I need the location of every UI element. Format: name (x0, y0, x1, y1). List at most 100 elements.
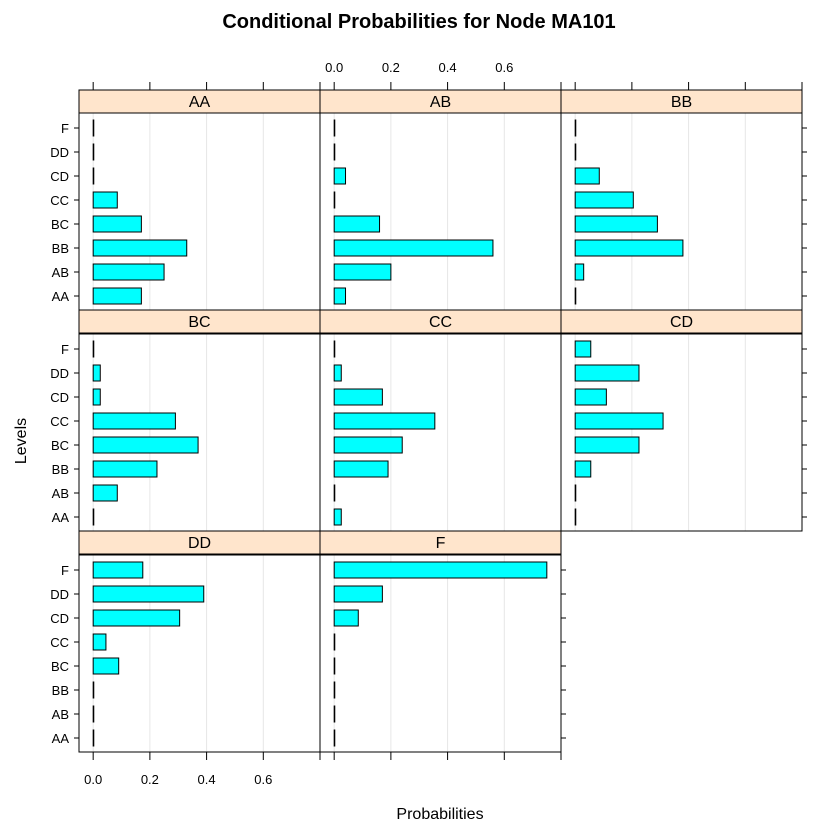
y-tick-label: BB (52, 462, 69, 477)
bar-AB-BC (333, 215, 381, 233)
bar-F-CD (333, 609, 359, 627)
bar-CD-BB (574, 460, 592, 478)
y-tick-label: AA (52, 510, 70, 525)
y-tick-label: AB (52, 707, 69, 722)
bar-CD-CD (574, 388, 607, 406)
bar-BB-BB (574, 239, 684, 257)
bar-DD-CD (92, 609, 181, 627)
bar-BC-AB (92, 484, 118, 502)
x-tick-label-bottom: 0.6 (254, 772, 272, 787)
bar-AB-CD (333, 167, 347, 185)
bar-CD-AA (574, 508, 577, 526)
strip-label-AA: AA (189, 94, 211, 111)
y-tick-label: AA (52, 731, 70, 746)
bar-BC-BB (92, 460, 158, 478)
bar-BB-DD (574, 143, 577, 161)
bar-CC-BB (333, 460, 389, 478)
bar-BB-AB (574, 263, 585, 281)
y-tick-label: DD (50, 587, 69, 602)
bar-BC-F (92, 340, 95, 358)
bar-AA-CD (92, 167, 95, 185)
bar-CD-CC (574, 412, 664, 430)
strip-label-BB: BB (671, 94, 692, 111)
bar-DD-CC (92, 633, 107, 651)
bar-F-CC (333, 633, 336, 651)
bar-AB-F (333, 119, 336, 137)
bar-AA-BB (92, 239, 188, 257)
y-tick-label: CD (50, 390, 69, 405)
y-tick-label: F (61, 121, 69, 136)
strip-label-DD: DD (188, 535, 211, 552)
bar-CC-DD (333, 364, 342, 382)
y-tick-label: CD (50, 611, 69, 626)
bar-F-AA (333, 729, 336, 747)
bar-AB-AB (333, 263, 392, 281)
bar-DD-AA (92, 729, 95, 747)
y-tick-label: AB (52, 265, 69, 280)
bar-AA-DD (92, 143, 95, 161)
bar-DD-AB (92, 705, 95, 723)
x-tick-label-top: 0.2 (382, 60, 400, 75)
bar-BB-F (574, 119, 577, 137)
bar-CD-DD (574, 364, 640, 382)
x-tick-label-top: 0.0 (325, 60, 343, 75)
panel-frame-CD (560, 333, 803, 532)
y-tick-label: CC (50, 635, 69, 650)
bar-CC-BC (333, 436, 403, 454)
bar-AA-F (92, 119, 95, 137)
bar-CC-CC (333, 412, 436, 430)
bar-CC-AB (333, 484, 336, 502)
panel-frame-BB (560, 112, 803, 311)
chart-title: Conditional Probabilities for Node MA101 (222, 11, 615, 33)
y-tick-label: AB (52, 486, 69, 501)
bar-AB-DD (333, 143, 336, 161)
bar-BC-CC (92, 412, 176, 430)
strip-label-CC: CC (429, 314, 452, 331)
bar-F-BC (333, 657, 336, 675)
panel-frame-CC (319, 333, 562, 532)
x-tick-label-top: 0.6 (495, 60, 513, 75)
bar-AA-CC (92, 191, 118, 209)
x-tick-label-bottom: 0.0 (84, 772, 102, 787)
bar-BC-CD (92, 388, 101, 406)
bar-F-BB (333, 681, 336, 699)
strip-label-BC: BC (188, 314, 210, 331)
y-tick-label: AA (52, 289, 70, 304)
plot-area: AA AA AB BB BC CC CD DD F AB BB BC AA AB BB BC CC CD DD F CC… (50, 60, 807, 787)
bar-CC-CD (333, 388, 383, 406)
bar-CC-AA (333, 508, 342, 526)
y-tick-label: BC (51, 438, 69, 453)
y-tick-label: BB (52, 683, 69, 698)
bar-BB-AA (574, 287, 577, 305)
bar-DD-BC (92, 657, 120, 675)
x-tick-label-bottom: 0.2 (141, 772, 159, 787)
y-tick-label: BC (51, 217, 69, 232)
panel-frame-DD (78, 554, 321, 753)
y-tick-label: F (61, 342, 69, 357)
bar-AB-BB (333, 239, 494, 257)
bar-CD-F (574, 340, 592, 358)
bar-BC-DD (92, 364, 101, 382)
y-tick-label: CC (50, 414, 69, 429)
y-tick-label: BC (51, 659, 69, 674)
x-tick-label-bottom: 0.4 (198, 772, 216, 787)
bar-DD-BB (92, 681, 95, 699)
panel-frame-F (319, 554, 562, 753)
y-tick-label: DD (50, 145, 69, 160)
bar-CD-BC (574, 436, 640, 454)
strip-label-CD: CD (670, 314, 693, 331)
x-tick-label-top: 0.4 (439, 60, 457, 75)
bar-F-DD (333, 585, 383, 603)
bar-BB-CC (574, 191, 634, 209)
bar-CD-AB (574, 484, 577, 502)
bar-F-F (333, 561, 548, 579)
bar-AA-AA (92, 287, 142, 305)
bar-CC-F (333, 340, 336, 358)
y-tick-label: BB (52, 241, 69, 256)
bar-AB-CC (333, 191, 336, 209)
bar-BC-BC (92, 436, 199, 454)
bar-F-AB (333, 705, 336, 723)
bar-AB-AA (333, 287, 347, 305)
x-axis-label: Probabilities (396, 806, 483, 823)
